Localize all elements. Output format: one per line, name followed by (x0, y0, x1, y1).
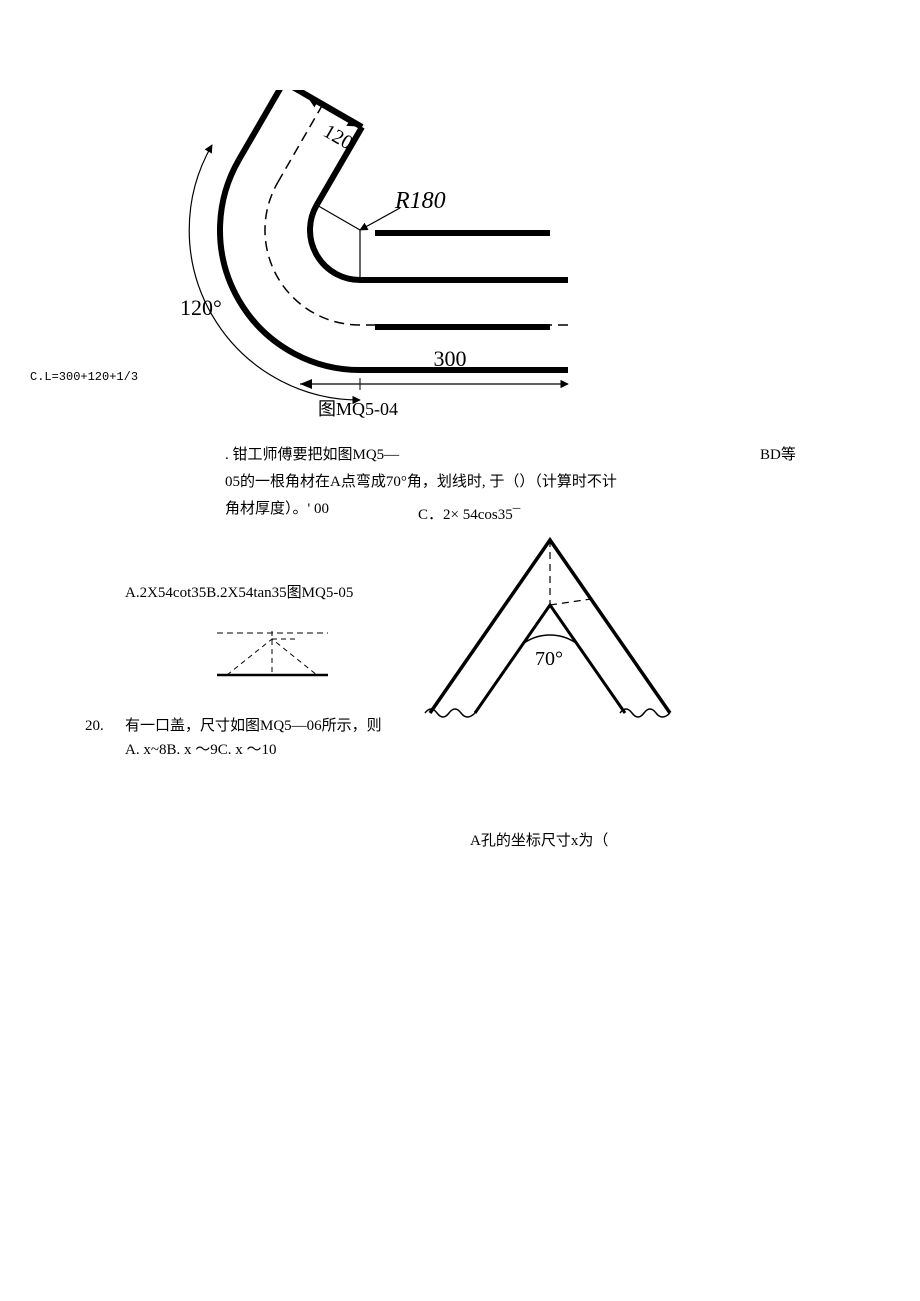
dim-radius: R180 (394, 188, 446, 214)
dim-bottom: 300 (434, 346, 467, 371)
dim-angle: 120° (180, 295, 222, 320)
formula-cl: C.L=300+120+1/3 (30, 370, 138, 384)
angle-70: 70° (535, 648, 563, 670)
figure-mq5-05-thumb (215, 625, 330, 680)
q20-stem: 有一口盖，尺寸如图MQ5—06所示，则 (125, 714, 382, 738)
figure-mq5-05: 70° (420, 525, 680, 720)
q20-tail: A孔的坐标尺寸x为（ (470, 829, 608, 853)
q20-number: 20. (85, 714, 104, 738)
figure-mq5-04-svg: R180 300 120 120° (150, 90, 570, 420)
q19-right-frag: BD等 (760, 443, 796, 467)
page: R180 300 120 120° C.L=300+120+1/3 图MQ5-0… (0, 0, 920, 1301)
q19-line2: 05的一根角材在A点弯成70°角，划线时, 于（）（计算时不计 (225, 470, 745, 494)
q20-options: A. x~8B. x ～9C. x ～10 (125, 738, 276, 762)
q19-option-c: C．2× 54cos35¯ (418, 503, 520, 527)
q19-options-ab: A.2X54cot35B.2X54tan35图MQ5-05 (125, 581, 353, 605)
q19-line1: . 钳工师傅要把如图MQ5— (225, 443, 655, 467)
figure-mq5-04-caption: 图MQ5-04 (318, 395, 398, 421)
